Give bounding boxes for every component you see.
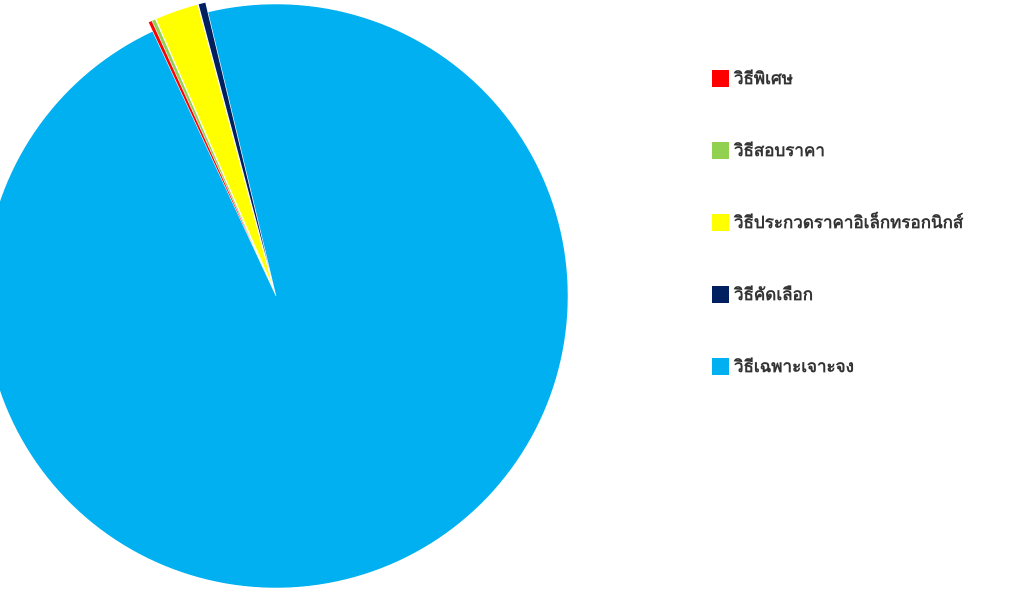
slice-specific <box>0 3 569 589</box>
legend-swatch <box>712 141 729 159</box>
legend-label: วิธีสอบราคา <box>734 140 825 161</box>
slice-selection <box>198 2 274 287</box>
legend: วิธีพิเศษ วิธีสอบราคา วิธีประกวดราคาอิเล… <box>712 66 1012 426</box>
legend-item-selection: วิธีคัดเลือก <box>712 282 1012 306</box>
slice-price-inquiry <box>151 18 273 287</box>
pie-slices <box>0 2 569 589</box>
legend-item-special: วิธีพิเศษ <box>712 66 1012 90</box>
legend-item-price-inquiry: วิธีสอบราคา <box>712 138 1012 162</box>
legend-label: วิธีพิเศษ <box>734 68 793 89</box>
legend-item-specific: วิธีเฉพาะเจาะจง <box>712 354 1012 378</box>
legend-item-e-bidding: วิธีประกวดราคาอิเล็กทรอกนิกส์ <box>712 210 1012 234</box>
legend-label: วิธีคัดเลือก <box>734 284 814 305</box>
legend-label: วิธีประกวดราคาอิเล็กทรอกนิกส์ <box>734 212 964 233</box>
legend-swatch <box>712 213 729 231</box>
slice-e-bidding <box>155 4 273 287</box>
legend-swatch <box>712 69 729 87</box>
legend-swatch <box>712 285 729 303</box>
legend-label: วิธีเฉพาะเจาะจง <box>734 356 854 377</box>
legend-swatch <box>712 357 729 375</box>
